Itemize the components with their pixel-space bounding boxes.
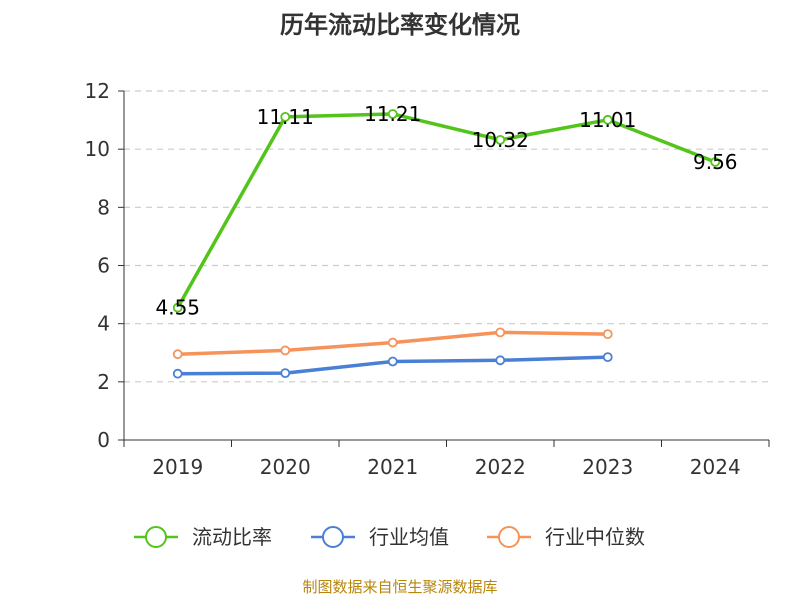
x-tick-label: 2023 [582, 455, 633, 479]
gridlines [124, 90, 769, 383]
data-point [495, 355, 506, 366]
legend-marker-icon [322, 526, 344, 548]
legend-item-2[interactable]: 行业中位数 [487, 525, 645, 549]
y-tick-label: 12 [85, 79, 110, 103]
y-tick-label: 6 [97, 254, 110, 278]
data-point [495, 134, 506, 145]
data-point [602, 352, 613, 363]
y-tick-label: 2 [97, 370, 110, 394]
data-point [387, 109, 398, 119]
x-tick-label: 2022 [475, 455, 526, 479]
y-tick-label: 10 [85, 137, 110, 161]
data-labels: 4.55 11.11 11.21 10.32 11.01 9.56 [155, 102, 737, 320]
legend-label: 行业均值 [369, 525, 449, 549]
data-label: 4.55 [155, 296, 200, 320]
data-point [280, 111, 291, 122]
data-source-note: 制图数据来自恒生聚源数据库 [302, 578, 497, 596]
y-tick-label: 4 [97, 312, 110, 336]
x-tick-label: 2024 [690, 455, 741, 479]
data-point [387, 356, 398, 367]
data-label: 11.01 [579, 108, 636, 132]
legend-marker-icon [498, 526, 520, 548]
data-point [172, 368, 183, 379]
data-label: 10.32 [472, 128, 529, 152]
data-point [495, 327, 506, 338]
data-label: 11.11 [257, 105, 314, 129]
legend-marker-icon [145, 526, 167, 548]
legend-item-1[interactable]: 行业均值 [311, 525, 449, 549]
data-point [172, 302, 183, 313]
data-point [387, 337, 398, 348]
series-line-0 [176, 112, 716, 309]
data-point [172, 349, 183, 360]
legend[interactable]: 流动比率 行业均值 行业中位数 [134, 525, 645, 549]
chart-title: 历年流动比率变化情况 [280, 11, 520, 39]
legend-label: 行业中位数 [545, 525, 645, 549]
axes: 0 2 4 6 8 10 12 2019 2020 2021 2022 2023 2024 [85, 79, 770, 479]
data-point [710, 157, 721, 167]
legend-label: 流动比率 [192, 525, 272, 549]
y-tick-label: 0 [97, 428, 110, 452]
x-tick-label: 2021 [367, 455, 418, 479]
data-point [280, 368, 291, 379]
x-tick-label: 2020 [260, 455, 311, 479]
data-point [602, 114, 613, 125]
y-tick-label: 8 [97, 195, 110, 219]
data-point [280, 345, 291, 356]
legend-item-0[interactable]: 流动比率 [134, 525, 272, 549]
series-lines [172, 109, 721, 379]
data-label: 11.21 [364, 102, 421, 126]
x-tick-label: 2019 [152, 455, 203, 479]
data-label: 9.56 [693, 150, 738, 174]
data-point [602, 329, 613, 340]
